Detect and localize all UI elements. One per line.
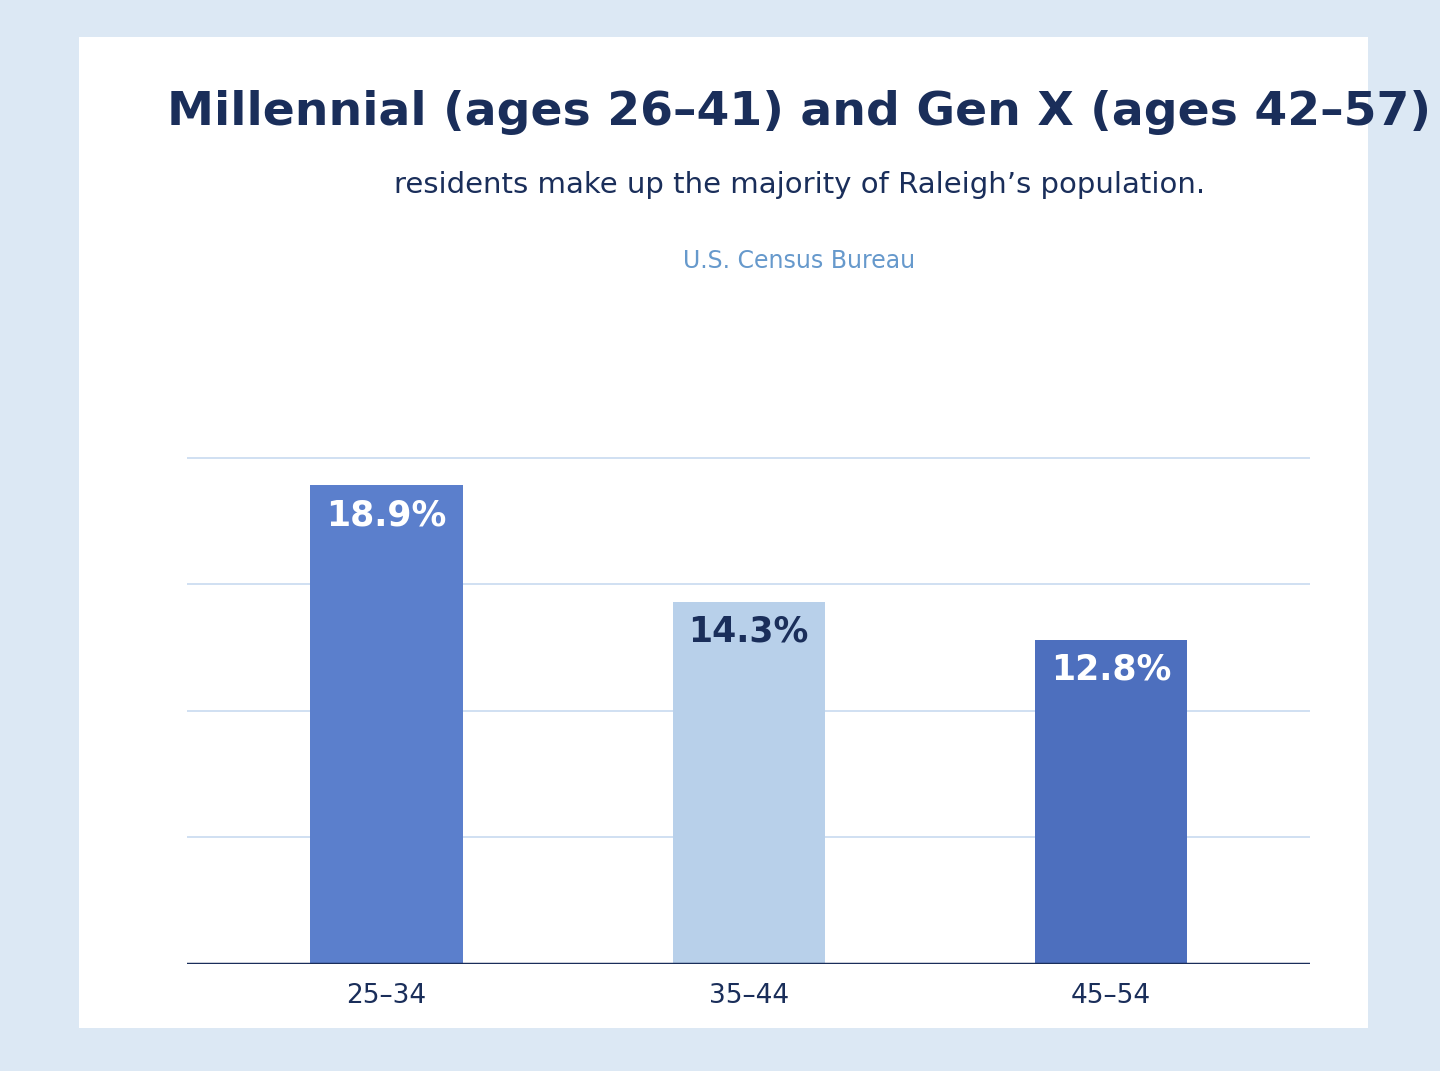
- Text: Millennial (ages 26–41) and Gen X (ages 42–57): Millennial (ages 26–41) and Gen X (ages …: [167, 90, 1431, 135]
- Text: 12.8%: 12.8%: [1051, 652, 1171, 687]
- Bar: [1035, 639, 1187, 964]
- Bar: [672, 602, 825, 964]
- Text: 14.3%: 14.3%: [688, 615, 809, 649]
- Text: 18.9%: 18.9%: [327, 498, 446, 532]
- Text: residents make up the majority of Raleigh’s population.: residents make up the majority of Raleig…: [393, 171, 1205, 199]
- Bar: [311, 485, 462, 964]
- Text: U.S. Census Bureau: U.S. Census Bureau: [683, 250, 916, 273]
